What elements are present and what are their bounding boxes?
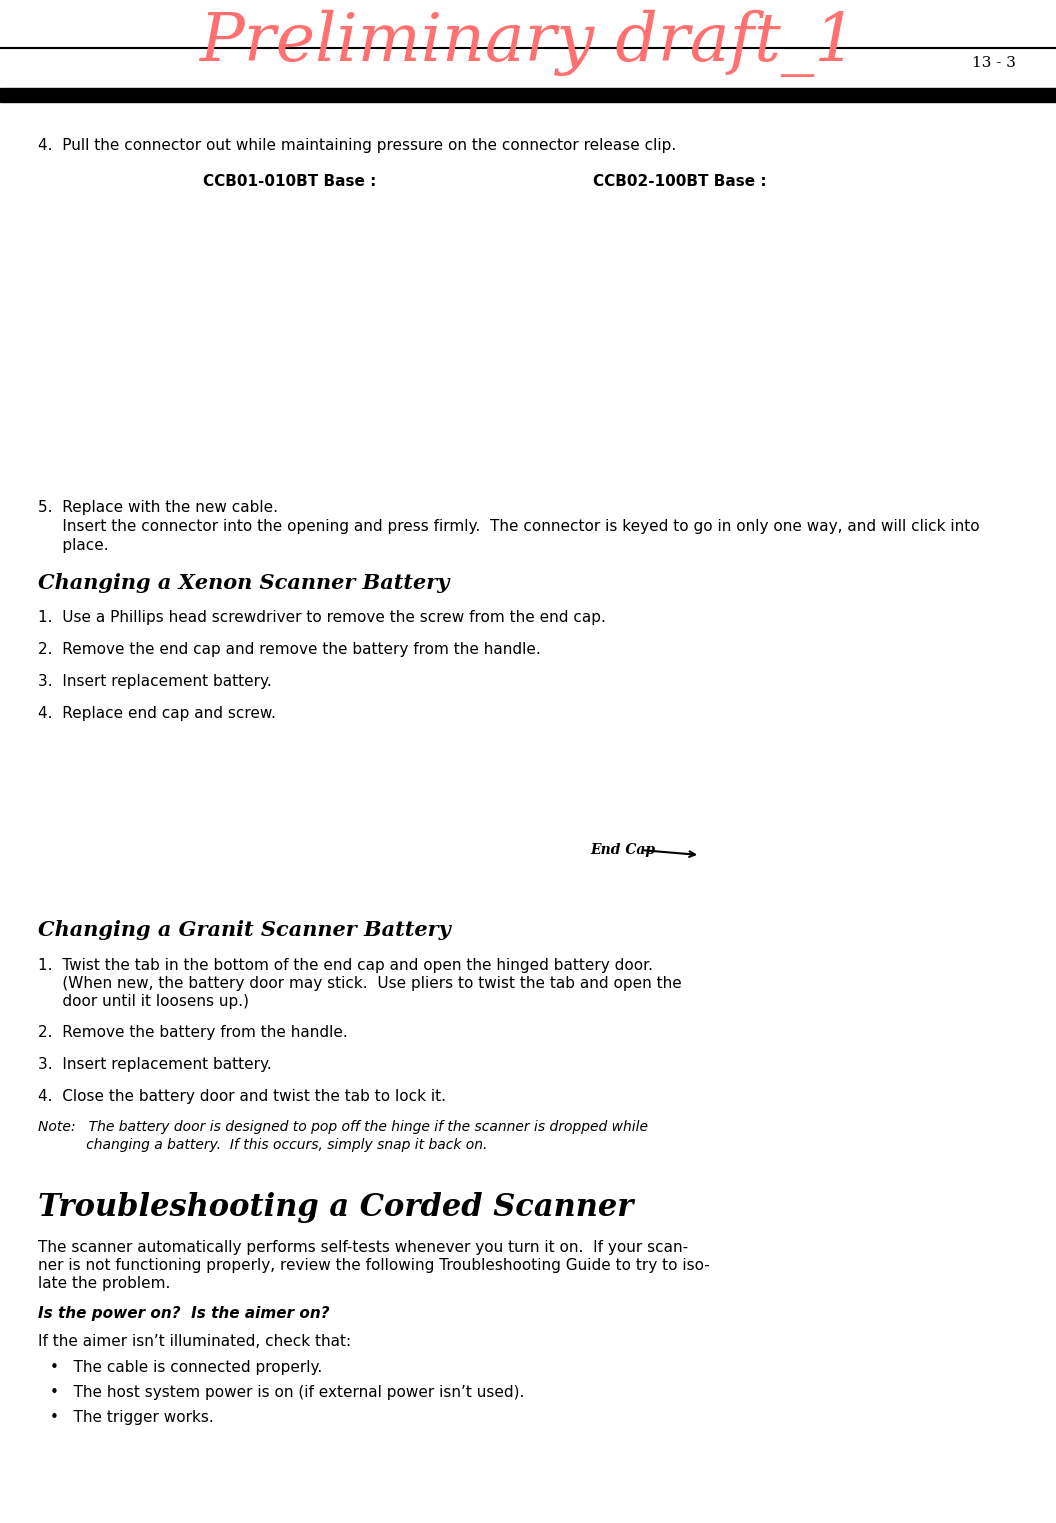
Text: (When new, the battery door may stick.  Use pliers to twist the tab and open the: (When new, the battery door may stick. U… <box>38 976 682 991</box>
Text: changing a battery.  If this occurs, simply snap it back on.: changing a battery. If this occurs, simp… <box>38 1138 488 1151</box>
Text: Note:   The battery door is designed to pop off the hinge if the scanner is drop: Note: The battery door is designed to po… <box>38 1119 648 1135</box>
Text: End Cap: End Cap <box>590 844 655 857</box>
Bar <box>0 88 1056 102</box>
Text: ner is not functioning properly, review the following Troubleshooting Guide to t: ner is not functioning properly, review … <box>38 1258 710 1273</box>
Text: •   The trigger works.: • The trigger works. <box>50 1410 213 1426</box>
Text: 4.  Pull the connector out while maintaining pressure on the connector release c: 4. Pull the connector out while maintain… <box>38 139 676 152</box>
Text: 1.  Use a Phillips head screwdriver to remove the screw from the end cap.: 1. Use a Phillips head screwdriver to re… <box>38 611 606 624</box>
Text: late the problem.: late the problem. <box>38 1276 170 1292</box>
Text: Troubleshooting a Corded Scanner: Troubleshooting a Corded Scanner <box>38 1193 634 1223</box>
Text: door until it loosens up.): door until it loosens up.) <box>38 995 249 1010</box>
Text: Is the power on?  Is the aimer on?: Is the power on? Is the aimer on? <box>38 1307 329 1320</box>
Text: 2.  Remove the battery from the handle.: 2. Remove the battery from the handle. <box>38 1025 347 1040</box>
Text: 4.  Close the battery door and twist the tab to lock it.: 4. Close the battery door and twist the … <box>38 1089 446 1104</box>
Text: CCB01-010BT Base :: CCB01-010BT Base : <box>204 174 377 189</box>
Text: •   The cable is connected properly.: • The cable is connected properly. <box>50 1360 322 1375</box>
Text: CCB02-100BT Base :: CCB02-100BT Base : <box>593 174 767 189</box>
Text: If the aimer isn’t illuminated, check that:: If the aimer isn’t illuminated, check th… <box>38 1334 352 1349</box>
Text: 2.  Remove the end cap and remove the battery from the handle.: 2. Remove the end cap and remove the bat… <box>38 643 541 656</box>
Text: Insert the connector into the opening and press firmly.  The connector is keyed : Insert the connector into the opening an… <box>38 519 980 535</box>
Text: The scanner automatically performs self-tests whenever you turn it on.  If your : The scanner automatically performs self-… <box>38 1240 689 1255</box>
Text: 4.  Replace end cap and screw.: 4. Replace end cap and screw. <box>38 707 276 720</box>
Text: Changing a Xenon Scanner Battery: Changing a Xenon Scanner Battery <box>38 573 450 592</box>
Text: Preliminary draft_1: Preliminary draft_1 <box>200 11 856 78</box>
Text: 5.  Replace with the new cable.: 5. Replace with the new cable. <box>38 500 278 515</box>
Text: 3.  Insert replacement battery.: 3. Insert replacement battery. <box>38 1057 271 1072</box>
Text: Changing a Granit Scanner Battery: Changing a Granit Scanner Battery <box>38 920 451 940</box>
Text: 13 - 3: 13 - 3 <box>973 56 1016 70</box>
Text: 1.  Twist the tab in the bottom of the end cap and open the hinged battery door.: 1. Twist the tab in the bottom of the en… <box>38 958 653 973</box>
Text: place.: place. <box>38 538 109 553</box>
Text: •   The host system power is on (if external power isn’t used).: • The host system power is on (if extern… <box>50 1384 525 1400</box>
Text: 3.  Insert replacement battery.: 3. Insert replacement battery. <box>38 675 271 688</box>
